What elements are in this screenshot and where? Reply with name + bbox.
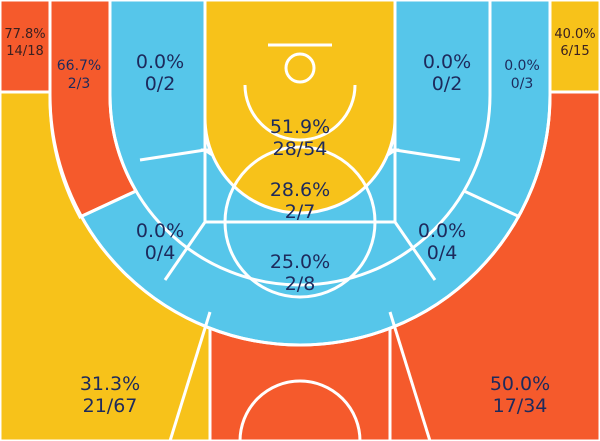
frac-label-right-wing-baseline-mid: 0/3 (511, 76, 534, 92)
pct-label-left-wing-three: 31.3% (80, 373, 140, 395)
pct-label-left-baseline-mid: 0.0% (136, 51, 184, 73)
frac-label-right-elbow-mid: 0/4 (427, 242, 458, 264)
zone-labels: 77.8%14/1840.0%6/1566.7%2/30.0%0/251.9%2… (4, 27, 595, 417)
frac-label-restricted-area: 28/54 (273, 138, 328, 160)
pct-label-right-elbow-mid: 0.0% (418, 220, 466, 242)
frac-label-left-corner-three: 14/18 (6, 44, 43, 59)
frac-label-left-elbow-mid: 0/4 (145, 242, 176, 264)
pct-label-right-baseline-mid: 0.0% (423, 51, 471, 73)
pct-label-right-wing-baseline-mid: 0.0% (504, 58, 540, 74)
pct-label-right-wing-three: 50.0% (490, 373, 550, 395)
frac-label-left-wing-baseline-mid: 2/3 (68, 76, 91, 92)
frac-label-right-wing-three: 17/34 (493, 395, 548, 417)
pct-label-paint-non-ra: 28.6% (270, 179, 330, 201)
frac-label-right-corner-three: 6/15 (560, 44, 589, 59)
pct-label-top-key-mid: 25.0% (270, 251, 330, 273)
frac-label-paint-non-ra: 2/7 (285, 201, 316, 223)
pct-label-left-corner-three: 77.8% (4, 27, 45, 42)
pct-label-right-corner-three: 40.0% (554, 27, 595, 42)
frac-label-top-key-mid: 2/8 (285, 273, 316, 295)
pct-label-left-elbow-mid: 0.0% (136, 220, 184, 242)
pct-label-restricted-area: 51.9% (270, 116, 330, 138)
frac-label-left-wing-three: 21/67 (83, 395, 138, 417)
zone-restricted-area (203, 0, 397, 215)
pct-label-left-wing-baseline-mid: 66.7% (57, 58, 101, 74)
frac-label-left-baseline-mid: 0/2 (145, 73, 176, 95)
frac-label-right-baseline-mid: 0/2 (432, 73, 463, 95)
